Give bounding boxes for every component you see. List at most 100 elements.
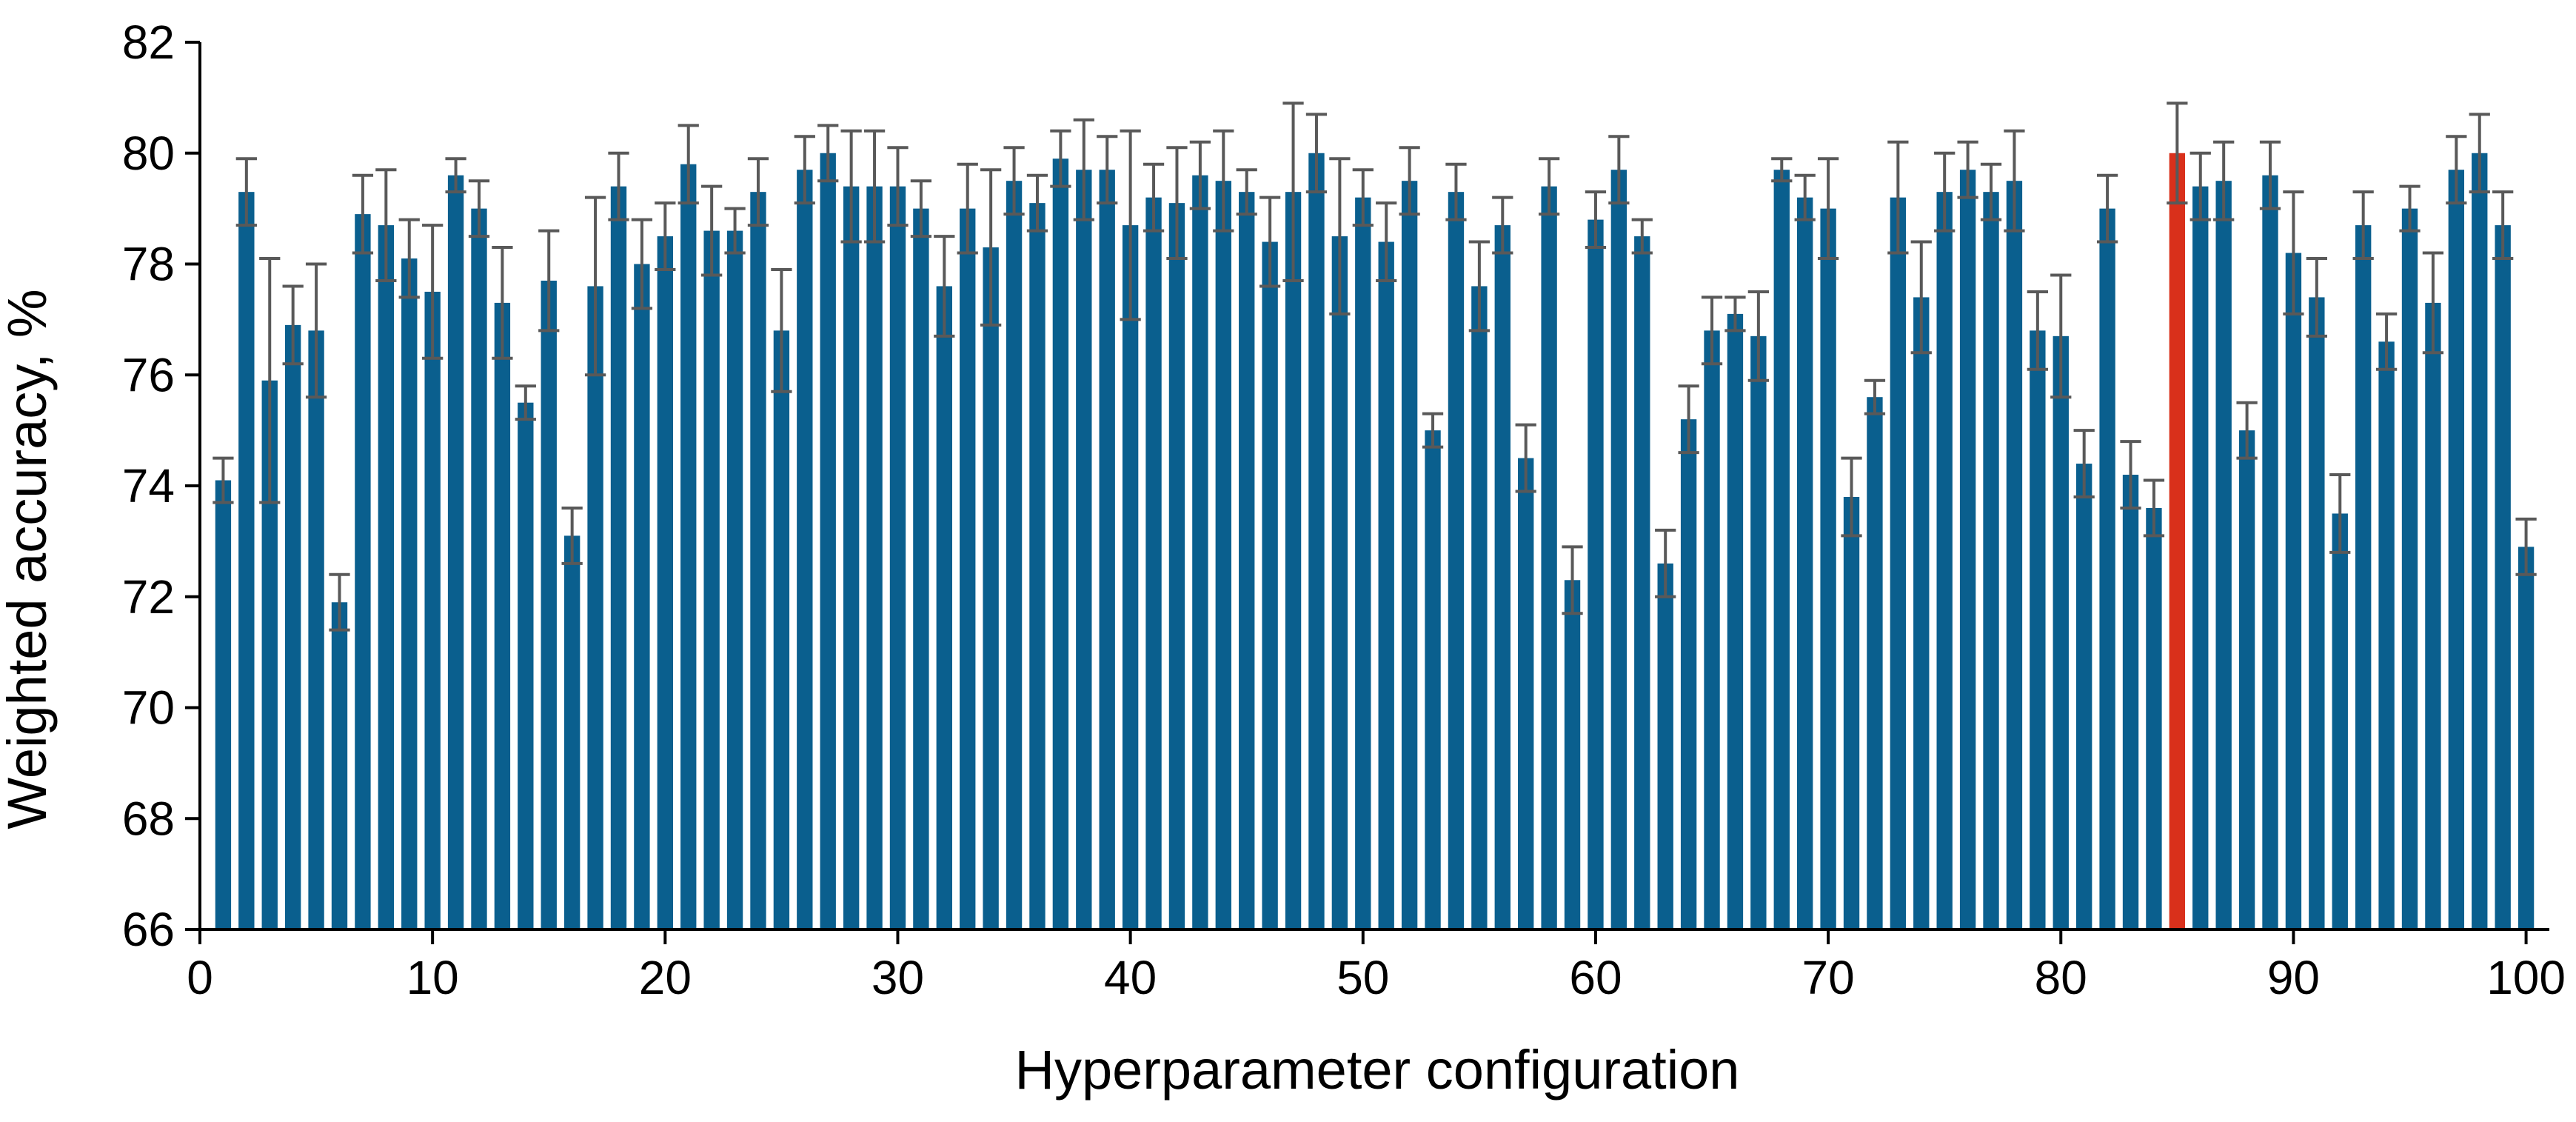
- y-tick-label: 68: [122, 792, 175, 845]
- bar: [355, 214, 371, 929]
- bar: [1959, 170, 1976, 929]
- error-bar: [422, 224, 444, 360]
- x-tick-label: 0: [187, 951, 213, 1004]
- y-tick-label: 74: [122, 459, 175, 512]
- bar: [1401, 181, 1418, 929]
- error-bar: [515, 384, 536, 421]
- bar: [2146, 507, 2162, 929]
- error-bar: [1213, 129, 1234, 233]
- error-bar: [259, 257, 281, 504]
- bar: [680, 164, 697, 930]
- bar: [634, 264, 650, 929]
- bar: [447, 175, 464, 929]
- bar: [2309, 297, 2325, 929]
- bar: [820, 153, 836, 929]
- bar: [1192, 175, 1208, 929]
- error-bar: [1631, 218, 1653, 255]
- error-bar: [1538, 157, 1560, 216]
- error-bar: [1585, 190, 1607, 250]
- bar: [563, 535, 581, 929]
- bar: [797, 170, 813, 929]
- error-bar: [1701, 295, 1723, 366]
- error-bar: [1910, 240, 1932, 355]
- bar: [1425, 430, 1441, 929]
- bar: [1378, 241, 1394, 929]
- error-bar: [2096, 173, 2118, 244]
- error-bar: [2329, 473, 2351, 554]
- bar: [2192, 186, 2209, 930]
- x-tick-label: 30: [872, 951, 924, 1004]
- error-bar: [1678, 384, 1699, 455]
- bar: [2053, 335, 2069, 929]
- bar: [1541, 186, 1557, 930]
- bar: [1820, 208, 1836, 929]
- y-tick-label: 70: [122, 681, 175, 735]
- bar: [1168, 203, 1185, 929]
- y-tick-label: 82: [122, 16, 175, 69]
- axes-group: [185, 41, 2549, 944]
- error-bar: [1073, 118, 1094, 221]
- error-bar: [934, 235, 955, 338]
- error-bar: [398, 218, 420, 299]
- bar: [1215, 181, 1231, 929]
- error-bar: [2004, 129, 2025, 233]
- x-tick-label: 100: [2486, 951, 2566, 1004]
- error-bar: [561, 506, 583, 565]
- bar: [1494, 225, 1511, 929]
- error-bar: [2352, 190, 2374, 261]
- error-bar: [1468, 240, 1491, 333]
- error-bar: [213, 456, 234, 504]
- error-bar: [2375, 312, 2398, 371]
- error-bar: [701, 184, 723, 277]
- bar: [331, 602, 348, 929]
- error-bar: [2073, 429, 2095, 498]
- bar: [1634, 236, 1650, 929]
- error-bar: [1399, 146, 1420, 216]
- error-bar: [794, 135, 815, 205]
- error-bar: [375, 168, 397, 282]
- bar: [1773, 170, 1790, 929]
- bar: [2076, 464, 2092, 929]
- error-bar: [1724, 295, 1746, 333]
- bar: [1867, 397, 1883, 929]
- error-bar: [608, 151, 629, 221]
- error-bar: [631, 218, 653, 310]
- bar: [1285, 192, 1302, 930]
- bar: [2238, 430, 2255, 929]
- error-bar: [2422, 251, 2444, 355]
- bar: [1262, 241, 1278, 929]
- error-bar: [492, 246, 513, 360]
- error-bar: [655, 201, 676, 271]
- error-bar: [1026, 173, 1048, 233]
- bar: [1588, 219, 1604, 930]
- bar: [726, 230, 743, 929]
- error-bar: [305, 262, 327, 399]
- error-bar: [1050, 129, 1071, 188]
- error-bar: [1655, 528, 1676, 598]
- error-bar: [1934, 151, 1956, 233]
- bar: [518, 402, 534, 929]
- bar: [1680, 419, 1697, 929]
- error-bar: [282, 284, 304, 366]
- bar: [471, 208, 487, 929]
- error-bar: [1236, 168, 1257, 216]
- error-bar: [2120, 440, 2141, 510]
- error-bar: [468, 179, 490, 238]
- error-bar: [1143, 162, 1165, 233]
- error-bar: [863, 129, 886, 244]
- error-bar: [1352, 168, 1374, 227]
- error-bar: [1329, 157, 1351, 315]
- error-bar: [2143, 478, 2165, 538]
- bar: [657, 236, 673, 929]
- bars-group: [215, 153, 2535, 930]
- bar: [1913, 297, 1930, 929]
- error-bar: [1841, 456, 1862, 538]
- error-bar: [2259, 140, 2281, 210]
- bar: [261, 380, 278, 929]
- bar: [238, 192, 255, 930]
- x-tick-label: 70: [1802, 951, 1855, 1004]
- error-bar: [2306, 257, 2327, 338]
- error-bar: [1864, 378, 1886, 415]
- error-bar: [1887, 140, 1909, 255]
- bar: [2215, 181, 2232, 929]
